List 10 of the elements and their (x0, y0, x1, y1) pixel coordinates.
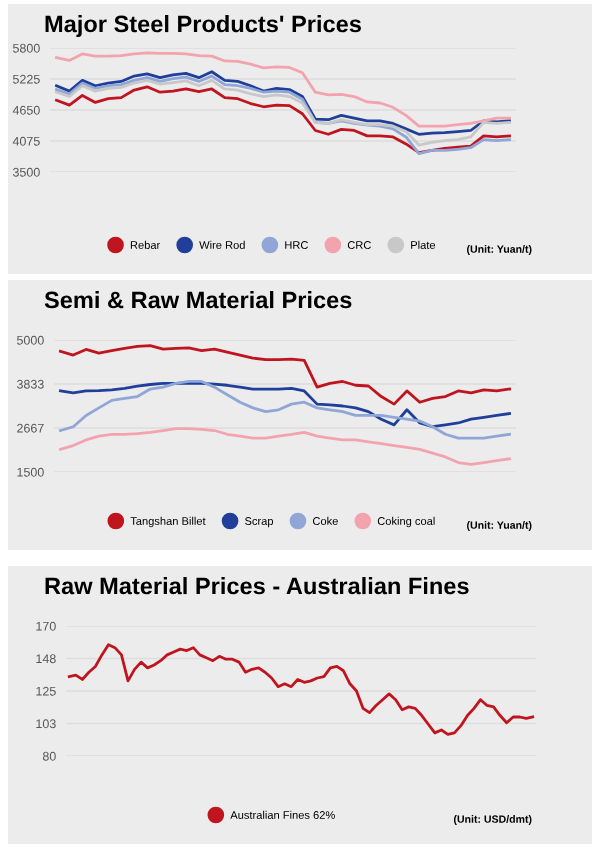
line-series (59, 427, 511, 466)
chart-title: Major Steel Products' Prices (45, 15, 361, 37)
line-series (59, 380, 511, 440)
line-series (67, 643, 535, 736)
line-series (55, 51, 511, 128)
line-series (55, 70, 511, 136)
chart-title: Raw Material Prices - Australian Fines (45, 576, 469, 595)
line-series (59, 381, 511, 429)
chart-title: Semi & Raw Material Prices (44, 290, 352, 309)
line-series (59, 344, 511, 406)
